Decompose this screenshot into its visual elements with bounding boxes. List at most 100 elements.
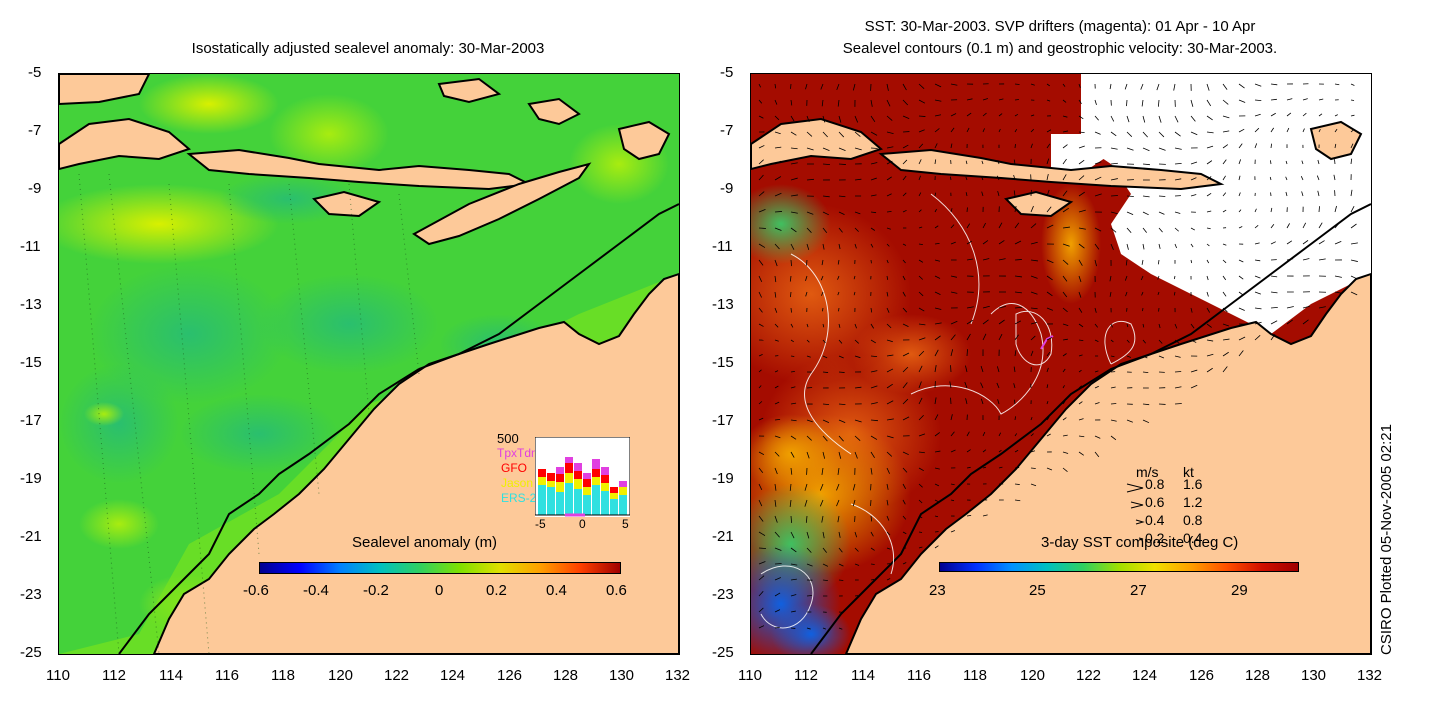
velocity-arrow	[837, 259, 840, 265]
velocity-arrow	[918, 226, 923, 229]
velocity-arrow	[966, 319, 974, 325]
velocity-arrow	[774, 419, 781, 421]
left-ytick: -11	[20, 238, 41, 255]
velocity-arrow	[1206, 259, 1210, 264]
velocity-arrow	[902, 515, 907, 520]
velocity-arrow	[1126, 419, 1133, 423]
velocity-arrow	[805, 515, 808, 523]
velocity-arrow	[949, 176, 952, 181]
velocity-arrow	[934, 450, 941, 453]
velocity-arrow	[918, 499, 923, 504]
velocity-arrow	[822, 147, 830, 152]
left-ytick: -25	[20, 644, 42, 661]
velocity-arrow	[1350, 114, 1355, 117]
velocity-arrow	[1238, 336, 1246, 341]
velocity-arrow	[982, 240, 989, 245]
velocity-arrow	[758, 354, 763, 357]
velocity-arrow	[774, 83, 777, 89]
velocity-arrow	[1190, 384, 1198, 389]
velocity-arrow	[1206, 145, 1214, 149]
velocity-arrow	[1174, 339, 1180, 344]
velocity-arrow	[918, 291, 924, 297]
velocity-arrow	[1126, 99, 1128, 107]
velocity-arrow	[1062, 115, 1068, 118]
velocity-arrow	[837, 291, 840, 296]
velocity-arrow	[1158, 323, 1161, 329]
velocity-legend-ms-2: 0.4	[1145, 512, 1165, 528]
velocity-arrow	[1286, 240, 1293, 245]
velocity-arrow	[822, 563, 829, 567]
velocity-arrow	[902, 209, 907, 213]
velocity-arrow	[822, 419, 830, 423]
left-xtick: 126	[497, 667, 523, 684]
velocity-arrow	[1094, 339, 1099, 342]
velocity-arrow	[1014, 306, 1022, 309]
velocity-arrow	[1030, 205, 1034, 213]
velocity-arrow	[1046, 291, 1053, 297]
right-xtick: 132	[1357, 667, 1383, 684]
velocity-arrow	[1142, 195, 1150, 198]
sealevel-colorbar-tick: 0.2	[486, 582, 507, 599]
velocity-arrow	[806, 627, 811, 630]
velocity-arrow	[758, 159, 764, 165]
velocity-arrow	[1013, 399, 1016, 405]
velocity-arrow	[870, 402, 878, 405]
velocity-arrow	[758, 115, 764, 119]
velocity-arrow	[758, 209, 766, 213]
velocity-arrow	[1014, 99, 1019, 101]
velocity-arrow	[822, 227, 828, 234]
velocity-arrow	[1238, 209, 1242, 213]
velocity-arrow	[1062, 158, 1067, 165]
velocity-arrow	[822, 243, 825, 250]
velocity-arrow	[822, 547, 827, 553]
velocity-legend-kt-0: 1.6	[1183, 476, 1203, 492]
velocity-arrow	[1013, 190, 1016, 197]
velocity-arrow	[1317, 190, 1320, 197]
left-xtick: 132	[665, 667, 691, 684]
velocity-arrow	[1222, 144, 1229, 149]
velocity-arrow	[1126, 115, 1130, 123]
velocity-arrow	[1206, 193, 1212, 197]
velocity-arrow	[1222, 130, 1230, 133]
velocity-arrow	[934, 114, 942, 117]
velocity-arrow	[837, 515, 840, 523]
velocity-arrow	[774, 275, 777, 283]
velocity-arrow	[790, 547, 797, 553]
velocity-arrow	[1206, 115, 1213, 121]
velocity-arrow	[1190, 99, 1194, 107]
velocity-arrow	[886, 259, 889, 264]
velocity-arrow	[1062, 385, 1065, 389]
velocity-arrow	[790, 115, 795, 122]
velocity-arrow	[790, 578, 797, 581]
velocity-arrow	[1126, 355, 1132, 358]
velocity-arrow	[806, 355, 811, 358]
sealevel-colorbar-tick: -0.4	[303, 582, 329, 599]
velocity-arrow	[822, 435, 828, 442]
velocity-arrow	[1318, 129, 1321, 133]
velocity-arrow	[1285, 176, 1288, 181]
velocity-arrow	[1334, 143, 1337, 149]
right-ytick: -17	[712, 412, 734, 429]
velocity-arrow	[902, 275, 906, 281]
velocity-arrow	[1285, 191, 1288, 197]
velocity-arrow	[1157, 259, 1160, 265]
velocity-arrow	[902, 291, 906, 297]
velocity-arrow	[902, 499, 906, 505]
velocity-arrow	[1126, 227, 1132, 234]
histogram-legend-tpxtdm: TpxTdm	[497, 446, 542, 460]
velocity-arrow	[964, 381, 968, 389]
velocity-arrow	[1110, 227, 1117, 233]
velocity-arrow	[774, 211, 783, 213]
velocity-arrow	[934, 208, 937, 213]
velocity-arrow	[918, 337, 926, 341]
velocity-arrow	[918, 83, 925, 89]
velocity-arrow	[806, 211, 814, 215]
velocity-arrow	[1013, 366, 1016, 373]
velocity-arrow	[1141, 291, 1144, 296]
velocity-legend-ms-1: 0.6	[1145, 494, 1165, 510]
velocity-arrow	[838, 579, 844, 581]
sealevel-anomaly-field	[59, 74, 679, 654]
left-ytick: -23	[20, 586, 42, 603]
velocity-arrow	[1014, 433, 1018, 437]
velocity-arrow	[1254, 242, 1260, 245]
